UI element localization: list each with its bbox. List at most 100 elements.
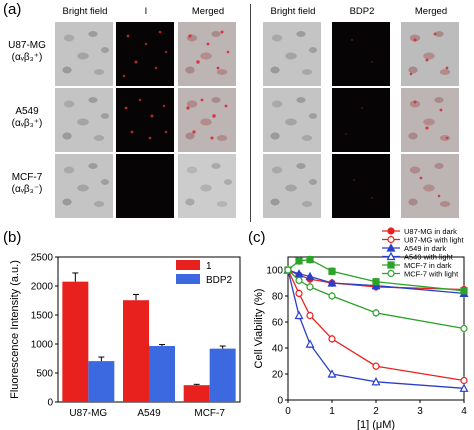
y-tick-label: 2500 bbox=[31, 253, 54, 264]
legend-label: 1 bbox=[206, 261, 212, 272]
data-point bbox=[306, 283, 314, 291]
data-point bbox=[371, 377, 381, 386]
image-u87mg-merged-2 bbox=[401, 22, 459, 86]
x-tick-label: A549 bbox=[137, 408, 161, 419]
y-tick-label: 0 bbox=[47, 398, 53, 409]
data-point bbox=[460, 324, 468, 333]
data-point bbox=[295, 289, 303, 298]
y-tick-label: 80 bbox=[272, 292, 284, 303]
header-bright-field-right: Bright field bbox=[270, 6, 316, 17]
x-axis-label: [1] (μM) bbox=[357, 419, 395, 430]
image-u87mg-merged-1 bbox=[178, 22, 236, 86]
image-mcf7-merged-2 bbox=[401, 154, 459, 218]
row-label-u87mg: U87-MG (αᵥβ₃⁺) bbox=[1, 40, 53, 64]
image-a549-merged-2 bbox=[401, 88, 459, 152]
panel-b-label: (b) bbox=[3, 229, 22, 246]
legend-label: U87-MG with light bbox=[404, 235, 465, 244]
panel-a-label: (a) bbox=[3, 1, 22, 18]
image-mcf7-fluorescence-2 bbox=[332, 154, 390, 218]
data-point bbox=[295, 257, 303, 265]
y-tick-label: 20 bbox=[272, 370, 284, 381]
data-point bbox=[372, 278, 380, 286]
data-point bbox=[387, 269, 395, 278]
row-mcf7-integrin: (αᵥβ₃⁻) bbox=[11, 184, 43, 195]
header-bdp2: BDP2 bbox=[349, 6, 375, 17]
y-tick-label: 60 bbox=[272, 318, 284, 329]
x-tick-label: 3 bbox=[417, 406, 423, 417]
legend-label: U87-MG in dark bbox=[404, 227, 457, 236]
legend-label: A549 in dark bbox=[404, 244, 446, 253]
data-point bbox=[327, 278, 337, 287]
bar-chart-fluorescence: 0 500 1000 1500 2000 2500 Fluorescence Intensi… bbox=[9, 253, 241, 419]
header-compound-1: I bbox=[144, 6, 148, 17]
legend-swatch bbox=[176, 260, 200, 270]
image-a549-merged-1 bbox=[178, 88, 236, 152]
data-point bbox=[306, 255, 314, 264]
line-chart-cell-viability: 0 20 40 60 80 100 0 1 2 3 4 Cell Viability (%) [1] (… bbox=[253, 227, 469, 430]
bar-compound-1 bbox=[62, 281, 89, 402]
microscopy-panel: Bright field I Merged Bright field BDP2 … bbox=[1, 4, 459, 222]
data-point bbox=[294, 310, 304, 320]
image-u87mg-bright-field-1 bbox=[55, 22, 113, 86]
data-point bbox=[372, 309, 380, 317]
data-point bbox=[386, 251, 396, 261]
data-point bbox=[328, 292, 336, 300]
header-bright-field-left: Bright field bbox=[62, 6, 108, 17]
x-tick-label: 2 bbox=[373, 406, 379, 417]
y-tick-label: 500 bbox=[36, 369, 53, 380]
image-a549-bright-field-2 bbox=[263, 88, 321, 152]
data-point bbox=[295, 276, 303, 285]
data-point bbox=[328, 335, 336, 343]
panel-divider bbox=[250, 4, 251, 222]
row-u87mg-integrin: (αᵥβ₃⁺) bbox=[11, 52, 43, 63]
image-a549-fluorescence-1 bbox=[116, 88, 174, 152]
legend-swatch bbox=[176, 274, 200, 284]
y-tick-label: 40 bbox=[272, 344, 284, 355]
image-mcf7-bright-field-2 bbox=[263, 154, 321, 218]
image-u87mg-fluorescence-2 bbox=[332, 22, 390, 86]
series-line bbox=[287, 269, 465, 389]
image-u87mg-fluorescence-1 bbox=[116, 22, 174, 86]
legend-label: MCF-7 with light bbox=[404, 269, 459, 278]
data-point bbox=[328, 267, 336, 275]
legend-label: MCF-7 in dark bbox=[404, 261, 452, 270]
bar-bdp2 bbox=[149, 346, 175, 402]
y-tick-label: 0 bbox=[277, 396, 283, 407]
row-a549-name: A549 bbox=[15, 106, 39, 117]
x-tick-label: 0 bbox=[285, 406, 291, 417]
y-tick-label: 2000 bbox=[31, 282, 54, 293]
image-a549-fluorescence-2 bbox=[332, 88, 390, 152]
y-tick-label: 100 bbox=[266, 266, 283, 277]
data-point bbox=[387, 227, 395, 235]
bar-bdp2 bbox=[88, 361, 115, 402]
row-u87mg-name: U87-MG bbox=[8, 40, 46, 51]
image-a549-bright-field-1 bbox=[55, 88, 113, 152]
series-line bbox=[287, 269, 465, 382]
y-tick-label: 1500 bbox=[31, 311, 54, 322]
x-tick-label: MCF-7 bbox=[194, 408, 225, 419]
y-tick-label: 1000 bbox=[31, 340, 54, 351]
row-a549-integrin: (αᵥβ₃⁺) bbox=[11, 118, 43, 129]
data-point bbox=[306, 311, 314, 320]
header-merged-right: Merged bbox=[414, 6, 448, 17]
image-mcf7-bright-field-1 bbox=[55, 154, 113, 218]
y-axis-label: Fluorescence Intensity (a.u.) bbox=[9, 260, 21, 399]
data-point bbox=[305, 339, 315, 348]
image-mcf7-fluorescence-1 bbox=[116, 154, 174, 218]
bar-compound-1 bbox=[183, 385, 210, 402]
panel-c-label: (c) bbox=[248, 229, 266, 246]
image-u87mg-bright-field-2 bbox=[263, 22, 321, 86]
y-axis-label: Cell Viability (%) bbox=[253, 289, 265, 369]
data-point bbox=[460, 376, 468, 385]
image-mcf7-merged-1 bbox=[178, 154, 236, 218]
data-point bbox=[459, 383, 469, 392]
bar-compound-1 bbox=[123, 300, 149, 402]
data-point bbox=[284, 266, 292, 274]
data-point bbox=[386, 243, 396, 252]
x-tick-label: 1 bbox=[329, 406, 335, 417]
data-point bbox=[460, 287, 468, 295]
x-tick-label: 4 bbox=[461, 406, 467, 417]
bar-bdp2 bbox=[209, 348, 236, 402]
row-mcf7-name: MCF-7 bbox=[11, 172, 43, 183]
legend-label: BDP2 bbox=[206, 275, 233, 286]
